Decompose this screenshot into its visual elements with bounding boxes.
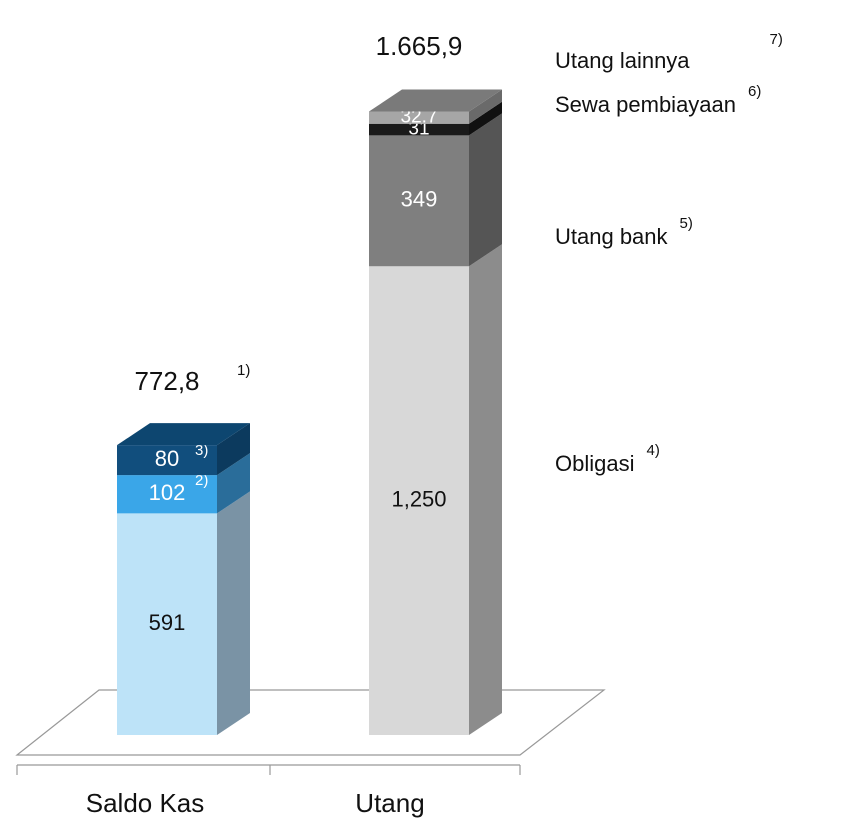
- bar-segment-side: [469, 113, 502, 267]
- bar-segment: [117, 513, 217, 735]
- total-note: 1): [237, 362, 250, 379]
- segment-name: Obligasi: [555, 451, 634, 476]
- bar-segment: [117, 445, 217, 476]
- bar-top: [117, 423, 250, 446]
- segment-note: 7): [770, 31, 783, 48]
- segment-label: 31: [408, 119, 429, 140]
- segment-label: 80: [155, 446, 179, 471]
- x-tick-label: Saldo Kas: [86, 788, 205, 818]
- total-label: 1.665,9: [376, 31, 463, 61]
- floor: [15, 689, 606, 775]
- segment-label: 32.7: [401, 107, 438, 128]
- bar-segment-side: [217, 423, 250, 476]
- segment-name: Utang bank: [555, 224, 669, 249]
- bar-segment-side: [469, 244, 502, 735]
- bar-segment-side: [217, 491, 250, 735]
- bar-segment-side: [217, 453, 250, 514]
- bar-segment-side: [469, 101, 502, 136]
- segment-note: 3): [195, 442, 208, 459]
- segment-note: 2): [195, 472, 208, 489]
- bar-segment: [369, 266, 469, 735]
- segment-label: 591: [149, 610, 186, 635]
- segment-name: Utang lainnya: [555, 48, 690, 73]
- segment-name: Sewa pembiayaan: [555, 92, 736, 117]
- bar-segment: [369, 123, 469, 136]
- segment-note: 5): [680, 215, 693, 232]
- bar-segment: [369, 135, 469, 267]
- total-label: 772,8: [134, 366, 199, 396]
- segment-label: 102: [149, 480, 186, 505]
- segment-label: 1,250: [391, 486, 446, 511]
- bar-segment-side: [469, 89, 502, 124]
- bar-segment: [117, 475, 217, 514]
- segment-label: 349: [401, 187, 438, 212]
- x-tick-label: Utang: [355, 788, 424, 818]
- bar-segment: [369, 111, 469, 124]
- bar-top: [369, 89, 502, 112]
- floor-plane: [15, 689, 606, 756]
- segment-note: 6): [748, 83, 761, 100]
- segment-note: 4): [646, 442, 659, 459]
